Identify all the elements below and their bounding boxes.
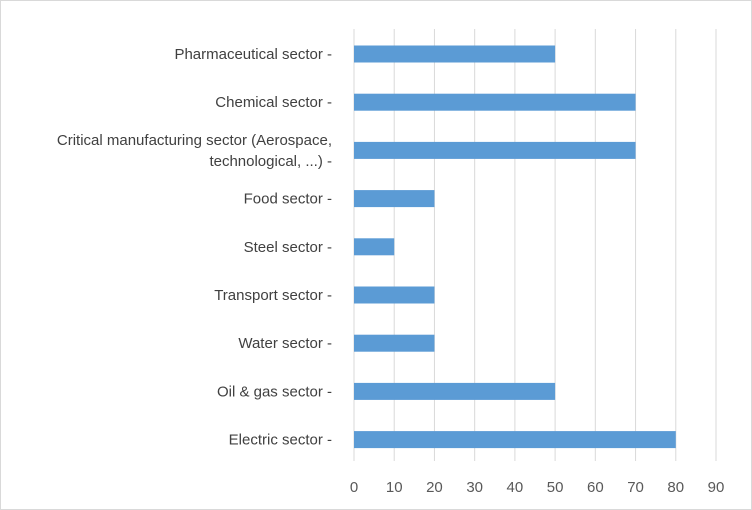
category-label: Oil & gas sector - [217,383,332,400]
category-label: Critical manufacturing sector (Aerospace… [57,132,332,149]
x-tick-label: 50 [547,479,564,496]
x-tick-label: 0 [350,479,358,496]
category-label: Food sector - [244,191,332,208]
bar [354,238,395,256]
category-label: Chemical sector - [215,94,332,111]
category-label: Pharmaceutical sector - [174,46,332,63]
category-label: Electric sector - [229,432,332,449]
category-label: Water sector - [238,335,332,352]
x-tick-label: 80 [667,479,684,496]
bar [354,190,435,208]
x-tick-label: 30 [466,479,483,496]
x-tick-label: 10 [386,479,403,496]
bar [354,45,556,63]
bar [354,141,636,159]
category-label: technological, ...) - [209,153,332,170]
x-tick-label: 40 [507,479,524,496]
bar [354,334,435,352]
x-tick-label: 70 [627,479,644,496]
bar [354,286,435,304]
x-tick-label: 90 [708,479,725,496]
bar [354,382,556,400]
category-labels: Pharmaceutical sector - Chemical sector -… [57,46,332,449]
bar [354,431,676,449]
bar [354,93,636,111]
x-axis-ticks: 0 10 20 30 40 50 60 70 80 90 [350,479,725,496]
bars [354,45,676,449]
x-tick-label: 60 [587,479,604,496]
category-label: Transport sector - [214,287,332,304]
category-label: Steel sector - [244,239,332,256]
x-tick-label: 20 [426,479,443,496]
